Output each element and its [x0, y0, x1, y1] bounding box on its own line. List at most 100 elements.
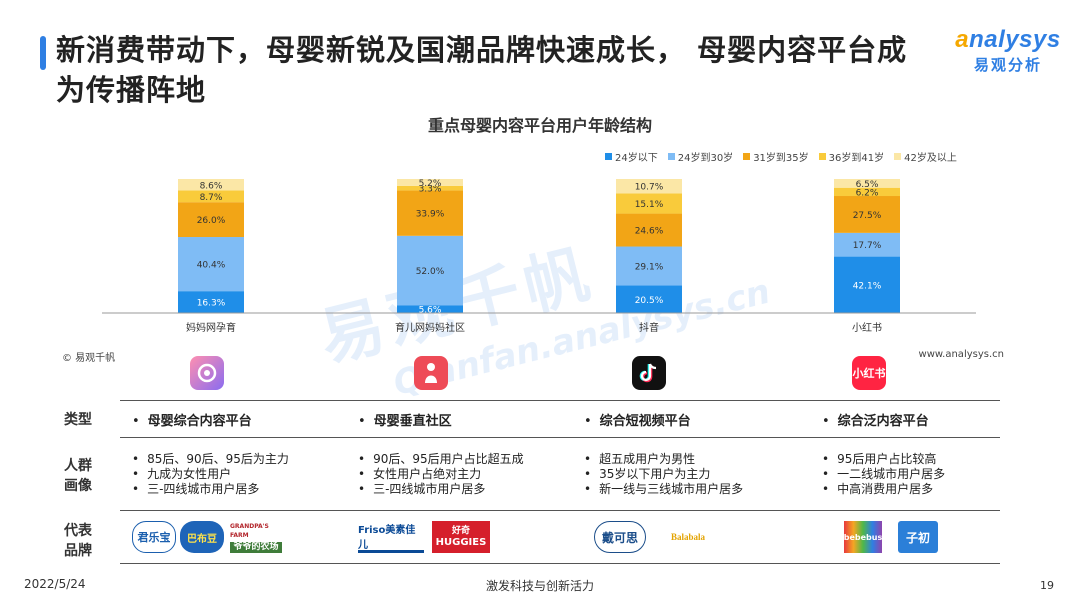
- brand-daikesi-logo: 戴可思: [594, 521, 646, 553]
- xiaohongshu-icon-text: 小红书: [852, 367, 886, 380]
- legend-swatch: [894, 153, 902, 160]
- bar-segment: [397, 305, 463, 313]
- list-item: 85后、90后、95后为主力: [132, 452, 289, 467]
- table-line-bottom: [120, 563, 1000, 564]
- xiaohongshu-app-icon: 小红书: [852, 356, 886, 390]
- data-label: 40.4%: [197, 261, 226, 271]
- brand-junlebao-logo: 君乐宝: [132, 521, 176, 553]
- data-label: 26.0%: [197, 216, 226, 226]
- source-left: © 易观千帆: [62, 353, 116, 364]
- row-label-audience: 人群 画像: [64, 458, 92, 494]
- row-label-type: 类型: [64, 412, 92, 428]
- page-number: 19: [1040, 579, 1054, 592]
- data-label: 5.6%: [419, 306, 442, 316]
- data-label: 33.9%: [416, 210, 445, 220]
- bar-segment: [397, 235, 463, 306]
- brand-huggies-en: HUGGIES: [435, 537, 487, 548]
- bar-segment: [834, 256, 900, 313]
- page-title: 新消费带动下，母婴新锐及国潮品牌快速成长， 母婴内容平台成为传播阵地: [56, 33, 908, 107]
- bar-segment: [397, 179, 463, 186]
- audience-list-4: 95后用户占比较高 一二线城市用户居多 中高消费用户居多: [822, 452, 945, 497]
- title-accent-bar: [40, 36, 46, 70]
- list-item: 三-四线城市用户居多: [132, 482, 289, 497]
- data-label: 29.1%: [635, 263, 664, 273]
- legend-swatch: [605, 153, 612, 160]
- legend-swatch: [818, 153, 826, 160]
- legend-swatch: [743, 153, 751, 160]
- data-label: 20.5%: [635, 296, 664, 306]
- data-label: 8.7%: [200, 193, 223, 203]
- brand-grandpas-farm-cn: 爷爷的农场: [230, 541, 282, 553]
- data-label: 27.5%: [853, 211, 882, 221]
- audience-list-3: 超五成用户为男性 35岁以下用户为主力 新一线与三线城市用户居多: [584, 452, 743, 497]
- data-label: 42.1%: [853, 281, 882, 291]
- legend-label: 31岁到35岁: [753, 153, 809, 164]
- logo-wordmark: nalysys: [969, 26, 1061, 53]
- brand-balabala-logo: Balabala: [670, 532, 705, 542]
- type-cell-2: 母婴垂直社区: [358, 410, 452, 429]
- bar-segment: [616, 179, 682, 194]
- type-cell-3: 综合短视频平台: [584, 410, 691, 429]
- category-label: 育儿网妈妈社区: [395, 321, 465, 334]
- analysys-logo: analysys 易观分析: [952, 26, 1064, 75]
- list-item: 新一线与三线城市用户居多: [584, 482, 743, 497]
- type-cell-4: 综合泛内容平台: [822, 410, 929, 429]
- footer-date: 2022/5/24: [24, 577, 86, 591]
- brand-grandpas-farm-logo: GRANDPA'S FARM 爷爷的农场: [230, 521, 282, 553]
- brand-bebebus-logo: bebebus: [844, 521, 882, 553]
- list-item: 90后、95后用户占比超五成: [358, 452, 524, 467]
- data-label: 24.6%: [635, 227, 664, 237]
- source-right: www.analysys.cn: [918, 349, 1004, 360]
- legend-label: 36岁到41岁: [828, 153, 885, 164]
- category-label: 妈妈网孕育: [186, 321, 236, 334]
- list-item: 女性用户占绝对主力: [358, 467, 524, 482]
- list-item: 中高消费用户居多: [822, 482, 945, 497]
- data-label: 17.7%: [853, 241, 882, 251]
- chart-legend: 24岁以下 24岁到30岁 31岁到35岁 36岁到41岁 42岁及以上: [605, 149, 957, 164]
- bar-segment: [834, 179, 900, 188]
- logo-cn: 易观分析: [973, 56, 1042, 74]
- brand-huggies-logo: 好奇 HUGGIES: [432, 521, 490, 553]
- audience-list-2: 90后、95后用户占比超五成 女性用户占绝对主力 三-四线城市用户居多: [358, 452, 524, 497]
- list-item: 三-四线城市用户居多: [358, 482, 524, 497]
- bar-segment: [616, 213, 682, 247]
- legend-swatch: [667, 153, 675, 160]
- audience-list-1: 85后、90后、95后为主力 九成为女性用户 三-四线城市用户居多: [132, 452, 289, 497]
- yuerwang-app-icon: [414, 356, 448, 390]
- data-label: 3.3%: [419, 185, 442, 195]
- brand-huggies-cn: 好奇: [451, 526, 470, 536]
- logo-letter-a: a: [955, 26, 970, 53]
- table-line-1: [120, 437, 1000, 438]
- chart-title: 重点母婴内容平台用户年龄结构: [427, 116, 652, 135]
- type-cell-1: 母婴综合内容平台: [132, 410, 252, 429]
- bar-segment: [178, 202, 244, 238]
- list-item: 95后用户占比较高: [822, 452, 945, 467]
- data-label: 15.1%: [635, 200, 664, 210]
- data-label: 52.0%: [416, 267, 445, 277]
- list-item: 一二线城市用户居多: [822, 467, 945, 482]
- bar-segment: [616, 246, 682, 286]
- list-item: 35岁以下用户为主力: [584, 467, 743, 482]
- legend-item-4: 36岁到41岁: [818, 149, 885, 164]
- legend-item-5: 42岁及以上: [894, 149, 957, 164]
- brand-zichu-logo: 子初: [898, 521, 938, 553]
- bar-segment: [178, 190, 244, 203]
- data-label: 10.7%: [635, 183, 664, 193]
- bar-segment: [616, 193, 682, 214]
- data-label: 16.3%: [197, 299, 226, 309]
- list-item: 超五成用户为男性: [584, 452, 743, 467]
- footer-slogan: 激发科技与创新活力: [485, 579, 594, 593]
- data-label: 6.5%: [856, 180, 879, 190]
- category-label: 抖音: [639, 321, 659, 334]
- mamawang-app-icon: [190, 356, 224, 390]
- bar-segment: [834, 187, 900, 197]
- category-label: 小红书: [852, 321, 882, 334]
- bar-segment: [616, 285, 682, 313]
- table-line-2: [120, 510, 1000, 511]
- legend-label: 24岁到30岁: [677, 153, 734, 164]
- row-label-brands: 代表 品牌: [64, 523, 92, 559]
- table-line-top: [120, 400, 1000, 401]
- data-label: 6.2%: [856, 188, 879, 198]
- data-label: 8.6%: [200, 181, 223, 191]
